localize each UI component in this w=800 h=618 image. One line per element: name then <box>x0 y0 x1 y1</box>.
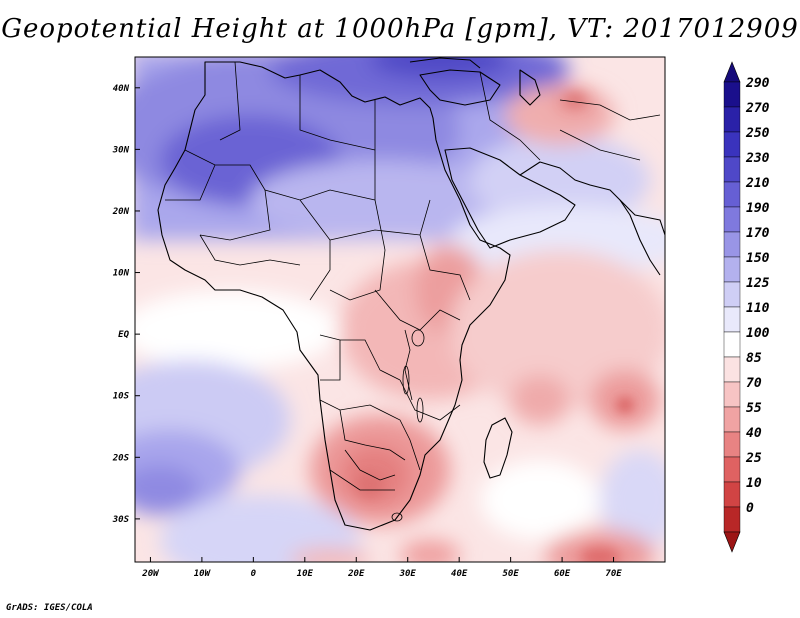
x-tick-label: 70E <box>605 569 622 579</box>
map-title: Geopotential Height at 1000hPa [gpm], VT… <box>1 14 799 44</box>
colorbar-label: 250 <box>745 126 770 141</box>
colorbar-bottom-arrow <box>723 531 741 553</box>
x-axis-ticks: 20W 10W 0 10E 20E 30E 40E 50E 60E 70E <box>141 557 622 579</box>
colorbar-label: 25 <box>745 451 762 466</box>
y-axis-ticks: 40N 30N 20N 10N EQ 10S 20S 30S <box>112 84 140 525</box>
x-tick-label: 40E <box>451 569 468 579</box>
y-tick-label: 10N <box>113 269 130 279</box>
colorbar-swatch <box>723 331 741 358</box>
y-tick-label: 10S <box>113 392 130 402</box>
plot-area <box>135 57 665 562</box>
colorbar-label: 230 <box>745 151 770 166</box>
africa-coastline <box>157 61 511 531</box>
colorbar-swatch <box>723 231 741 258</box>
y-tick-label: 20S <box>112 453 130 463</box>
y-tick-label: 30S <box>112 515 130 525</box>
colorbar-swatch <box>723 456 741 483</box>
colorbar-label: 0 <box>746 501 754 516</box>
field-cores <box>356 94 633 562</box>
y-tick-label: EQ <box>118 330 129 340</box>
colorbar-label: 55 <box>746 401 762 416</box>
levant-turkey <box>419 69 501 106</box>
coastlines <box>157 57 665 531</box>
country-borders <box>165 61 661 491</box>
madagascar <box>483 417 513 479</box>
colorbar-label: 110 <box>746 301 770 316</box>
arabian-peninsula <box>444 147 576 249</box>
colorbar-swatch <box>723 481 741 508</box>
x-tick-label: 60E <box>554 569 571 579</box>
plot-frame <box>134 56 666 563</box>
x-tick-label: 30E <box>399 569 417 579</box>
colorbar-swatch <box>723 381 741 408</box>
colorbar-label: 10 <box>746 476 762 491</box>
colorbar-swatch <box>723 206 741 233</box>
colorbar-swatch <box>723 181 741 208</box>
lakes <box>391 329 425 522</box>
india-coast <box>619 199 661 276</box>
colorbar-swatch <box>723 406 741 433</box>
x-tick-label: 50E <box>502 569 519 579</box>
x-tick-label: 20E <box>347 569 365 579</box>
x-tick-label: 10W <box>194 569 212 579</box>
colorbar: 2902702502302101901701501251101008570554… <box>723 61 770 553</box>
x-tick-label: 0 <box>251 569 257 579</box>
colorbar-swatch <box>723 106 741 133</box>
colorbar-swatch <box>723 256 741 283</box>
colorbar-label: 70 <box>746 376 762 391</box>
colorbar-label: 190 <box>746 201 770 216</box>
colorbar-label: 100 <box>746 326 770 341</box>
y-tick-label: 30N <box>112 145 130 155</box>
colorbar-swatch <box>723 81 741 108</box>
colorbar-label: 40 <box>746 426 762 441</box>
colorbar-label: 290 <box>745 76 770 91</box>
colorbar-swatch <box>723 506 741 533</box>
colorbar-label: 85 <box>746 351 762 366</box>
black-sea <box>409 57 481 69</box>
colorbar-swatch <box>723 306 741 333</box>
colorbar-swatch <box>723 356 741 383</box>
colorbar-label: 170 <box>746 226 770 241</box>
colorbar-swatch <box>723 281 741 308</box>
y-tick-label: 20N <box>112 207 130 217</box>
colorbar-swatch <box>723 156 741 183</box>
grads-credit: GrADS: IGES/COLA <box>6 603 93 613</box>
y-tick-label: 40N <box>113 84 130 94</box>
x-tick-label: 10E <box>297 569 314 579</box>
caspian-shore <box>519 69 541 106</box>
x-tick-label: 20W <box>141 569 160 579</box>
colorbar-label: 125 <box>746 276 770 291</box>
colorbar-top-arrow <box>723 61 741 83</box>
colorbar-label: 150 <box>746 251 770 266</box>
persian-gulf <box>519 161 665 236</box>
colorbar-label: 270 <box>745 101 770 116</box>
colorbar-label: 210 <box>745 176 770 191</box>
colorbar-swatch <box>723 431 741 458</box>
colorbar-swatch <box>723 131 741 158</box>
